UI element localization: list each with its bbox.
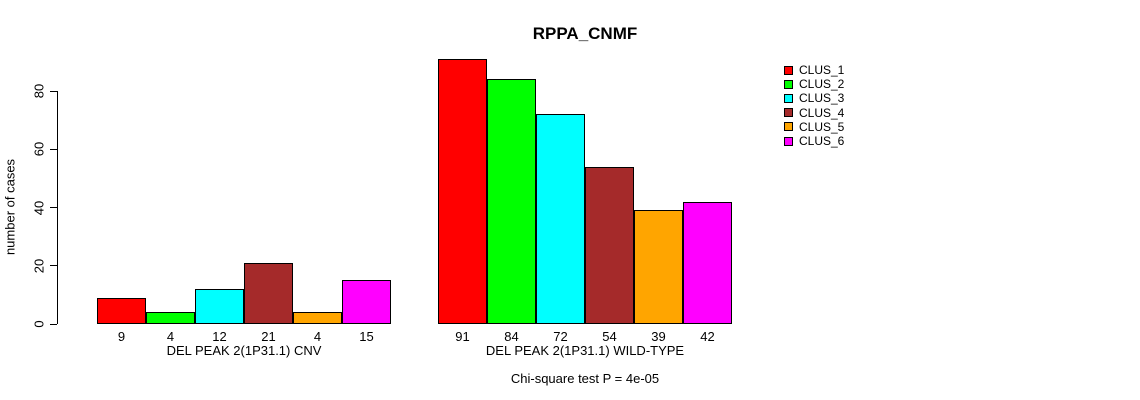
legend-row: CLUS_1 [784,63,844,77]
legend-label: CLUS_4 [799,105,845,120]
legend-label: CLUS_6 [799,134,845,149]
bar-value-label: 84 [504,329,519,344]
legend-row: CLUS_4 [784,106,844,120]
y-tick-label: 60 [31,142,47,157]
bar-value-label: 4 [166,329,175,344]
legend-label: CLUS_1 [799,63,845,78]
legend-label: CLUS_5 [799,119,845,134]
y-axis-label: number of cases [2,158,18,256]
y-tick-label: 80 [31,83,47,99]
y-tick [50,207,57,208]
legend-swatch-icon [784,93,793,103]
x-group-label-cnv: DEL PEAK 2(1P31.1) CNV [166,343,322,358]
y-axis-line [57,91,58,324]
legend-row: CLUS_6 [784,134,844,148]
bar-clus_4-group1 [244,263,293,324]
chi-square-note: Chi-square test P = 4e-05 [510,371,660,386]
bar-value-label: 4 [313,329,322,344]
legend-label: CLUS_2 [799,77,845,92]
y-tick [50,323,57,325]
bar-clus_6-group2 [683,202,732,324]
chart-title: RPPA_CNMF [532,24,638,43]
bar-clus_1-group2 [438,59,487,324]
y-tick-label: 20 [31,258,47,273]
bar-value-label: 12 [212,329,227,344]
y-tick [50,265,57,267]
bar-clus_1-group1 [97,298,146,324]
legend-swatch-icon [784,136,793,146]
bar-value-label: 91 [455,329,470,344]
bar-clus_3-group2 [536,114,585,324]
bar-clus_5-group1 [293,312,342,324]
legend: CLUS_1 CLUS_2 CLUS_3 CLUS_4 CLUS_5 CLUS_6 [784,63,844,148]
y-tick [50,90,57,92]
legend-row: CLUS_3 [784,91,844,105]
bar-value-label: 15 [359,329,374,344]
y-tick-label: 40 [31,200,47,215]
bar-value-label: 42 [700,329,715,344]
bar-value-label: 21 [261,329,276,344]
y-tick [50,148,57,150]
legend-swatch-icon [784,122,793,132]
bar-value-label: 54 [602,329,617,344]
bar-clus_6-group1 [342,280,391,324]
x-group-label-wildtype: DEL PEAK 2(1P31.1) WILD-TYPE [485,343,685,358]
y-tick-label: 0 [31,320,47,328]
legend-row: CLUS_5 [784,120,844,134]
legend-swatch-icon [784,65,793,75]
bar-clus_2-group2 [487,79,536,324]
bar-clus_3-group1 [195,289,244,324]
bar-value-label: 9 [117,329,126,344]
bar-value-label: 72 [553,329,568,344]
legend-label: CLUS_3 [799,91,845,106]
legend-swatch-icon [784,79,793,89]
bar-clus_5-group2 [634,210,683,324]
bar-clus_4-group2 [585,167,634,324]
bar-value-label: 39 [651,329,666,344]
bar-clus_2-group1 [146,312,195,324]
legend-row: CLUS_2 [784,77,844,91]
legend-swatch-icon [784,108,793,118]
